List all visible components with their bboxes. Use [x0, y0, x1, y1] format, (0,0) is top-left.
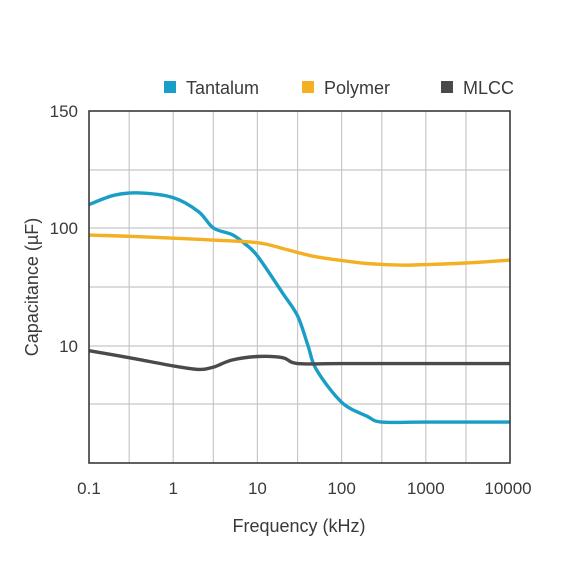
legend-item-mlcc: MLCC: [441, 78, 514, 98]
series-line-mlcc: [88, 349, 510, 372]
x-tick-labels: 0.1 1 10 100 1000 10000: [77, 479, 531, 498]
x-tick-label: 100: [327, 479, 355, 498]
x-tick-label: 10000: [484, 479, 531, 498]
legend-swatch: [302, 81, 314, 93]
legend: Tantalum Polymer MLCC: [164, 78, 514, 98]
y-tick-labels: 150 100 10: [50, 102, 78, 356]
x-tick-label: 10: [248, 479, 267, 498]
grid: [89, 111, 510, 463]
legend-swatch: [441, 81, 453, 93]
legend-swatch: [164, 81, 176, 93]
x-axis-title: Frequency (kHz): [232, 516, 365, 536]
x-tick-label: 1: [168, 479, 177, 498]
legend-label: MLCC: [463, 78, 514, 98]
y-tick-label: 150: [50, 102, 78, 121]
x-tick-label: 0.1: [77, 479, 101, 498]
y-axis-title: Capacitance (µF): [22, 218, 42, 356]
y-tick-label: 10: [59, 337, 78, 356]
plot-frame: [88, 110, 511, 464]
legend-label: Tantalum: [186, 78, 259, 98]
legend-item-polymer: Polymer: [302, 78, 390, 98]
series-lines: [88, 191, 511, 425]
series-line-polymer: [88, 233, 511, 267]
legend-label: Polymer: [324, 78, 390, 98]
series-line-tantalum: [88, 191, 510, 425]
y-tick-label: 100: [50, 219, 78, 238]
x-tick-label: 1000: [407, 479, 445, 498]
legend-item-tantalum: Tantalum: [164, 78, 259, 98]
